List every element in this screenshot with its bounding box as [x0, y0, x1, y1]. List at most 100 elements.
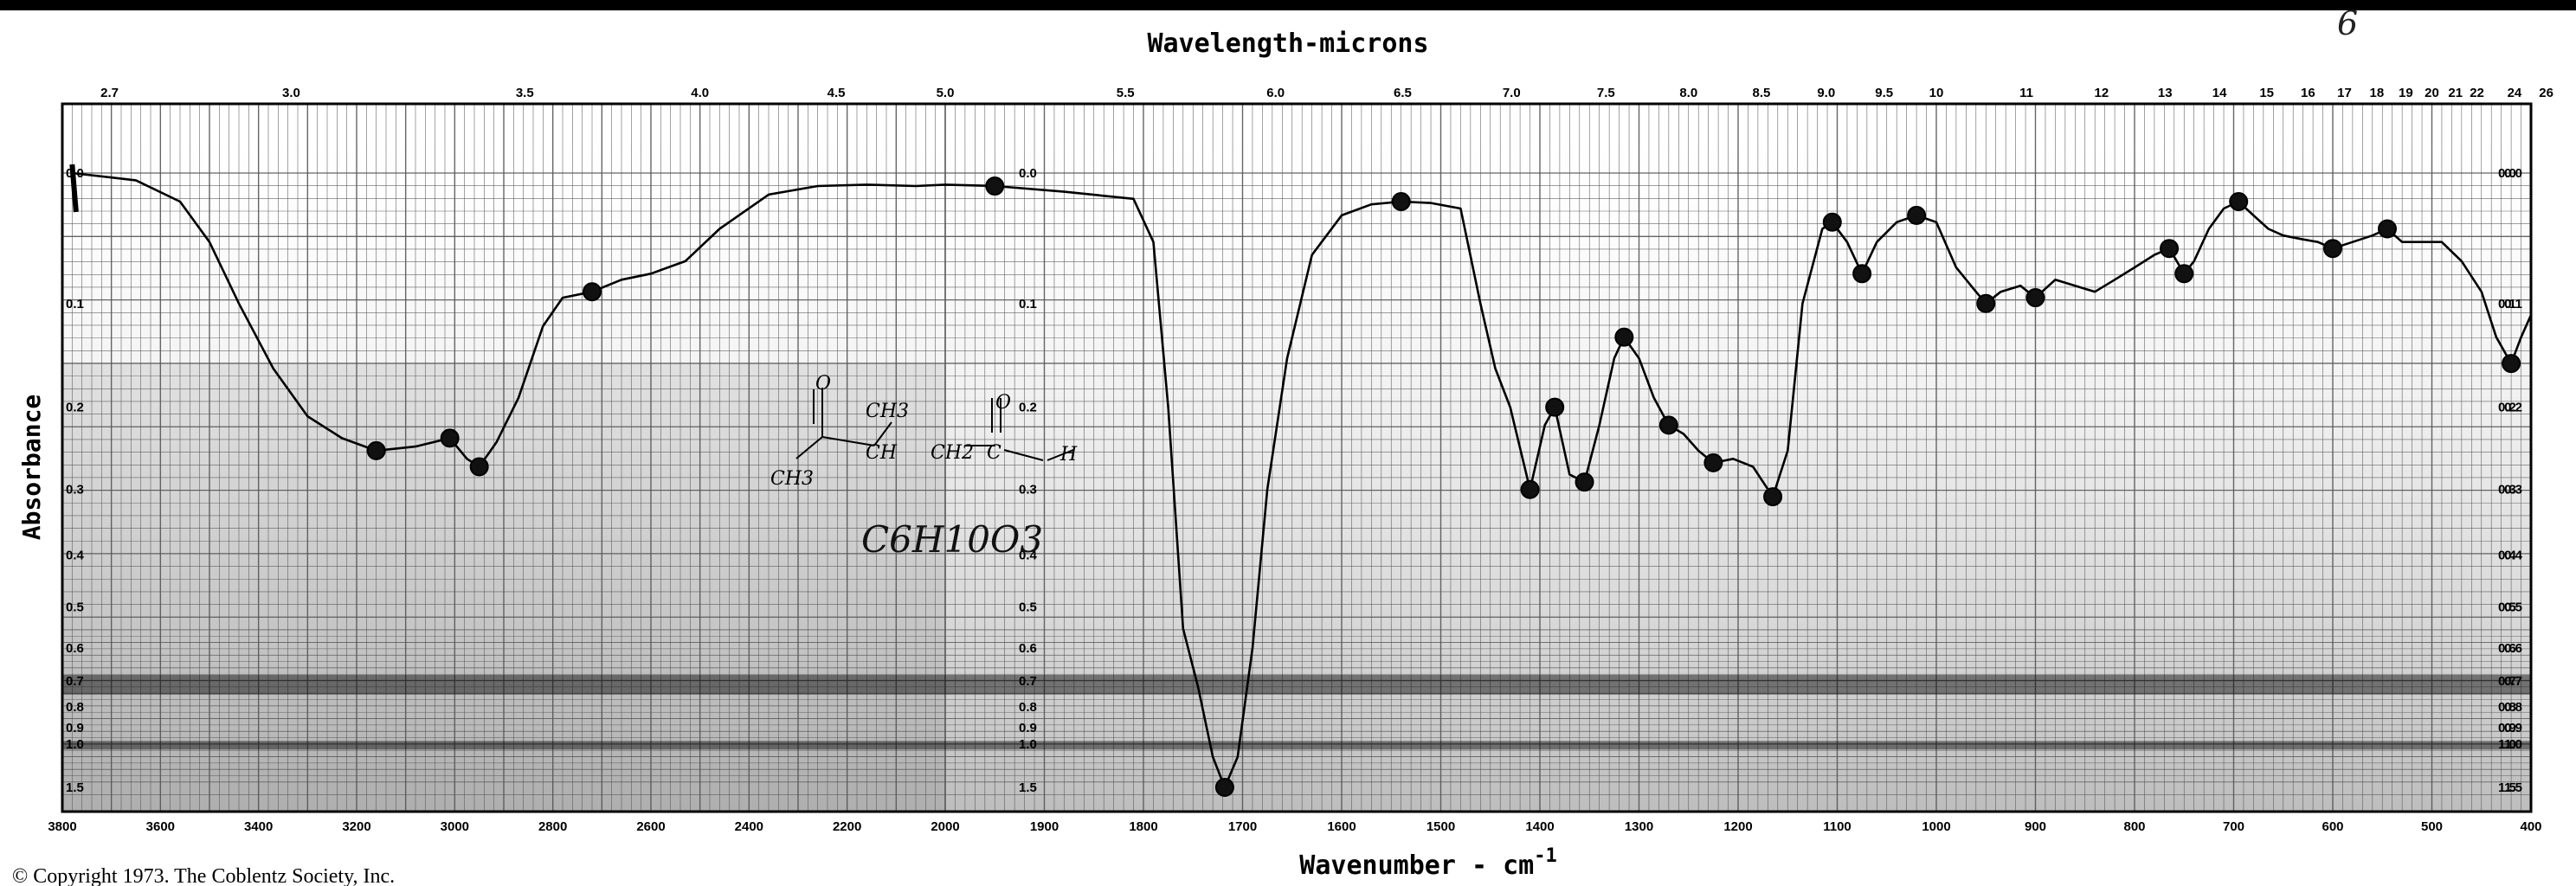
x-tick-label: 800: [2123, 819, 2145, 834]
grid-bands: [62, 675, 2531, 750]
plot-shading: [62, 104, 2531, 812]
corner-handwritten-mark: 6: [2337, 4, 2358, 42]
x-axis-title: Wavenumber - cm-1: [1299, 845, 1556, 881]
y-tick-label: 1.5: [2504, 780, 2522, 795]
peak-marker: [469, 457, 489, 477]
peak-marker: [1520, 479, 1540, 499]
y-axis-title: Absorbance: [17, 395, 46, 541]
x-top-tick-label: 4.5: [828, 86, 846, 100]
structure-label: CH: [866, 442, 898, 464]
peak-marker: [1545, 397, 1565, 417]
x-tick-label: 1900: [1030, 819, 1059, 834]
peak-markers: [366, 177, 2521, 797]
y-tick-label: 0.2: [2504, 401, 2522, 415]
grid-band: [62, 741, 2531, 750]
x-top-tick-label: 2.7: [100, 86, 119, 100]
peak-marker: [2502, 354, 2521, 374]
y-tick-label: 0.4: [2504, 548, 2523, 562]
x-top-tick-label: 21: [2448, 86, 2463, 100]
x-top-tick-label: 6.5: [1394, 86, 1412, 100]
x-tick-label: 2800: [538, 819, 567, 834]
peak-marker: [1976, 293, 1996, 313]
y-tick-label: 0.5: [1019, 600, 1037, 614]
y-tick-label: 0.7: [2504, 674, 2522, 689]
y-tick-label: 0.7: [2498, 674, 2516, 689]
x-tick-label: 1500: [1426, 819, 1455, 834]
y-tick-label: 0.3: [2498, 483, 2516, 498]
y-tick-label: 0.4: [2498, 548, 2517, 562]
chart-title: Wavelength-microns: [1147, 29, 1428, 59]
y-tick-label: 0.0: [2498, 166, 2516, 181]
x-tick-label: 3200: [342, 819, 370, 834]
x-tick-label: 2400: [735, 819, 763, 834]
y-tick-label: 0.2: [2498, 401, 2516, 415]
peak-marker: [1391, 191, 1411, 211]
y-tick-label: 0.6: [66, 641, 84, 656]
y-tick-label: 0.9: [2504, 721, 2522, 735]
x-tick-label: 1200: [1723, 819, 1752, 834]
x-axis-top: 2.7 3.0 3.5 4.0 4.5 5.0 5.5 6.0 6.5 7.0 7.5 8.0 8.5 9…: [100, 86, 2553, 100]
peak-marker: [1575, 472, 1594, 492]
peak-marker: [1822, 212, 1842, 232]
y-tick-label: 0.5: [66, 600, 84, 614]
y-tick-label: 0.1: [2498, 297, 2516, 311]
structure-label: H: [1059, 444, 1078, 465]
structure-label: CH3: [770, 468, 814, 490]
x-tick-label: 700: [2223, 819, 2244, 834]
x-tick-label: 400: [2520, 819, 2541, 834]
x-tick-label: 1400: [1525, 819, 1554, 834]
peak-marker: [2229, 191, 2249, 211]
peak-marker: [1658, 415, 1678, 435]
y-tick-label: 0.5: [2504, 600, 2522, 614]
peak-marker: [440, 428, 460, 448]
x-top-tick-label: 8.5: [1753, 86, 1771, 100]
y-tick-label: 0.1: [1019, 297, 1037, 311]
structure-label: C: [987, 442, 1001, 464]
x-tick-label: 2600: [636, 819, 665, 834]
x-top-tick-label: 11: [2019, 86, 2033, 100]
peak-marker: [1852, 264, 1872, 284]
x-tick-label: 900: [2025, 819, 2046, 834]
x-tick-label: 600: [2322, 819, 2343, 834]
x-tick-label: 2000: [931, 819, 959, 834]
y-tick-label: 0.4: [1019, 548, 1038, 562]
x-tick-label: 3400: [244, 819, 273, 834]
peak-marker: [2323, 239, 2342, 259]
x-top-tick-label: 9.0: [1817, 86, 1835, 100]
x-top-tick-label: 8.0: [1679, 86, 1697, 100]
y-tick-label: 0.5: [2498, 600, 2516, 614]
y-tick-label: 1.5: [66, 780, 84, 795]
y-tick-label: 0.1: [66, 297, 84, 311]
structure-label: CH3: [866, 401, 909, 422]
x-top-tick-label: 12: [2094, 86, 2109, 100]
copyright-text: © Copyright 1973. The Coblentz Society, …: [12, 865, 395, 886]
y-tick-label: 0.8: [2504, 700, 2522, 715]
y-tick-label: 0.3: [66, 483, 84, 498]
x-top-tick-label: 13: [2158, 86, 2173, 100]
plot-frame: [61, 102, 2533, 813]
y-tick-label: 1.0: [2504, 737, 2522, 752]
peak-marker: [1614, 327, 1634, 347]
y-tick-label: 1.0: [66, 737, 84, 752]
y-tick-label: 0.3: [2504, 483, 2522, 498]
y-tick-label: 0.2: [1019, 401, 1037, 415]
y-axis-ticks: 0.00.00.00.10.10.10.20.20.20.30.30.30.40…: [66, 166, 2523, 795]
x-top-tick-label: 18: [2370, 86, 2385, 100]
y-tick-label: 1.0: [2498, 737, 2516, 752]
x-tick-label: 3800: [48, 819, 76, 834]
y-tick-label: 0.7: [1019, 674, 1037, 689]
x-tick-label: 1300: [1625, 819, 1653, 834]
x-top-tick-label: 7.0: [1503, 86, 1521, 100]
x-top-tick-label: 5.5: [1117, 86, 1135, 100]
x-top-tick-label: 14: [2212, 86, 2227, 100]
y-tick-label: 1.0: [1019, 737, 1037, 752]
y-tick-label: 0.6: [2504, 641, 2522, 656]
x-top-tick-label: 20: [2425, 86, 2439, 100]
y-tick-label: 1.5: [2498, 780, 2516, 795]
x-top-tick-label: 19: [2399, 86, 2413, 100]
structure-label: CH2: [931, 442, 974, 464]
y-tick-label: 0.8: [1019, 700, 1037, 715]
x-tick-label: 3600: [146, 819, 175, 834]
x-top-tick-label: 26: [2539, 86, 2553, 100]
x-axis-bottom: 3800 3600 3400 3200 3000 2800 2600 2400 2200 2000…: [48, 819, 2541, 834]
